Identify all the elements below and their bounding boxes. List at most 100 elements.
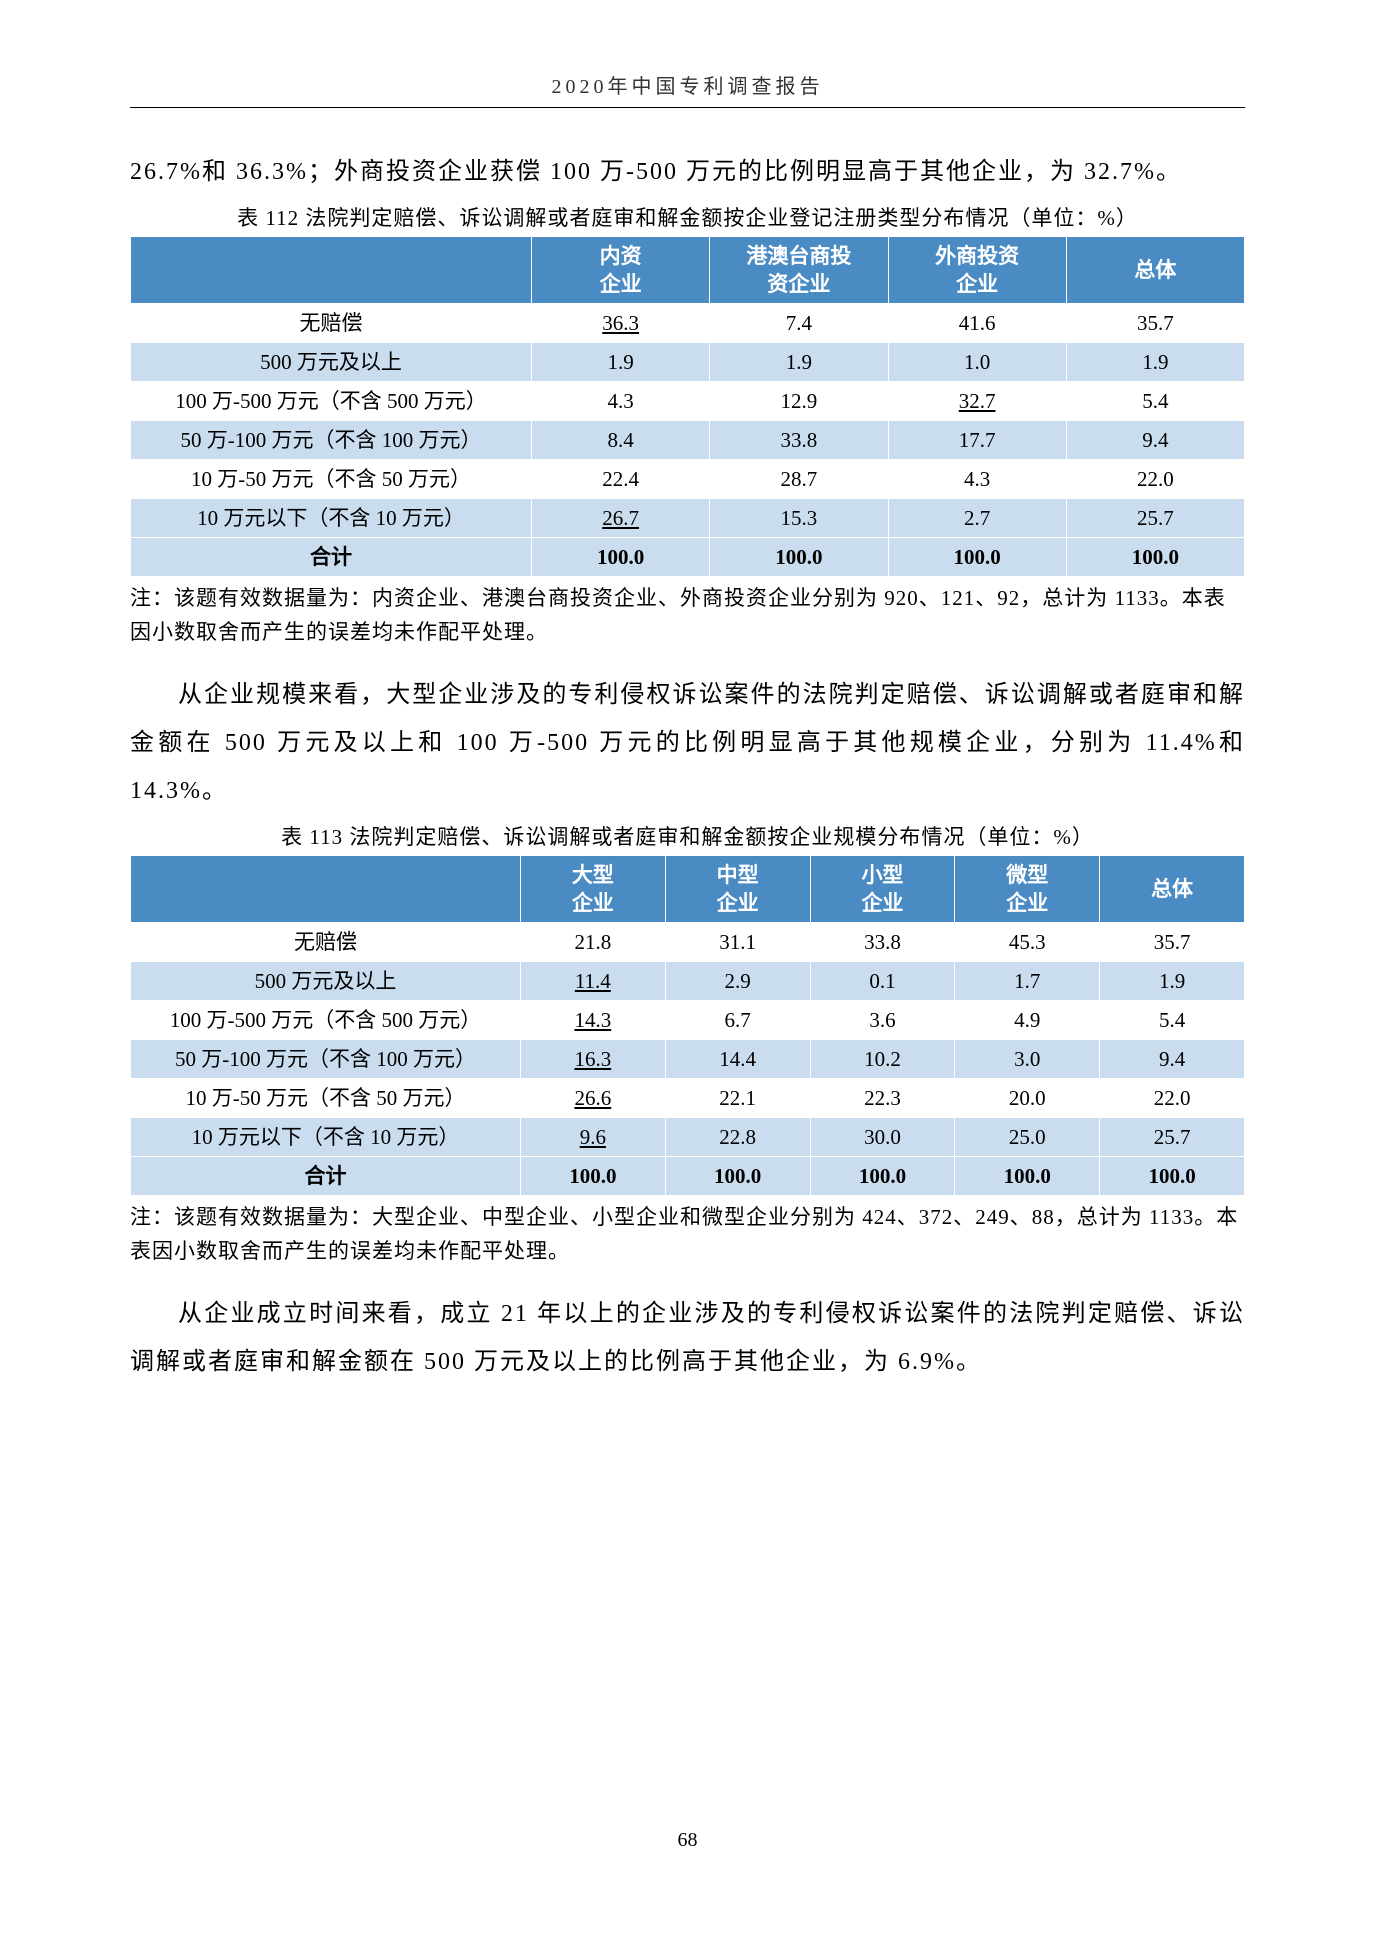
table-cell: 5.4 <box>1100 1001 1245 1040</box>
table-header-cell: 外商投资企业 <box>888 237 1066 304</box>
table-cell: 22.0 <box>1066 460 1244 499</box>
table-112-note: 注：该题有效数据量为：内资企业、港澳台商投资企业、外商投资企业分别为 920、1… <box>130 581 1245 649</box>
table-cell: 1.9 <box>532 343 710 382</box>
row-label: 500 万元及以上 <box>131 962 521 1001</box>
table-cell: 25.0 <box>955 1118 1100 1157</box>
row-label: 10 万-50 万元（不含 50 万元） <box>131 1079 521 1118</box>
row-label: 100 万-500 万元（不含 500 万元） <box>131 382 532 421</box>
page-number: 68 <box>0 1829 1375 1852</box>
row-label: 100 万-500 万元（不含 500 万元） <box>131 1001 521 1040</box>
paragraph-1: 26.7%和 36.3%；外商投资企业获偿 100 万-500 万元的比例明显高… <box>130 148 1245 196</box>
table-header-cell: 小型企业 <box>810 856 955 923</box>
table-cell: 3.6 <box>810 1001 955 1040</box>
table-cell: 100.0 <box>810 1157 955 1196</box>
row-label: 无赔偿 <box>131 304 532 343</box>
table-row: 无赔偿36.37.441.635.7 <box>131 304 1245 343</box>
table-total-row: 合计100.0100.0100.0100.0 <box>131 538 1245 577</box>
table-cell: 10.2 <box>810 1040 955 1079</box>
table-row: 50 万-100 万元（不含 100 万元）8.433.817.79.4 <box>131 421 1245 460</box>
row-label: 合计 <box>131 1157 521 1196</box>
table-cell: 17.7 <box>888 421 1066 460</box>
table-row: 10 万-50 万元（不含 50 万元）22.428.74.322.0 <box>131 460 1245 499</box>
table-cell: 15.3 <box>710 499 888 538</box>
table-cell: 21.8 <box>520 923 665 962</box>
table-cell: 35.7 <box>1100 923 1245 962</box>
table-113-caption: 表 113 法院判定赔偿、诉讼调解或者庭审和解金额按企业规模分布情况（单位：%） <box>130 821 1245 851</box>
table-cell: 2.9 <box>665 962 810 1001</box>
table-112: 内资企业港澳台商投资企业外商投资企业总体无赔偿36.37.441.635.750… <box>130 236 1245 577</box>
table-cell: 26.6 <box>520 1079 665 1118</box>
table-cell: 35.7 <box>1066 304 1244 343</box>
table-cell: 100.0 <box>1066 538 1244 577</box>
table-cell: 14.3 <box>520 1001 665 1040</box>
table-cell: 11.4 <box>520 962 665 1001</box>
table-113: 大型企业中型企业小型企业微型企业总体无赔偿21.831.133.845.335.… <box>130 855 1245 1196</box>
table-cell: 22.3 <box>810 1079 955 1118</box>
row-label: 合计 <box>131 538 532 577</box>
table-cell: 33.8 <box>710 421 888 460</box>
row-label: 50 万-100 万元（不含 100 万元） <box>131 421 532 460</box>
table-row: 50 万-100 万元（不含 100 万元）16.314.410.23.09.4 <box>131 1040 1245 1079</box>
table-113-note: 注：该题有效数据量为：大型企业、中型企业、小型企业和微型企业分别为 424、37… <box>130 1200 1245 1268</box>
table-cell: 9.4 <box>1100 1040 1245 1079</box>
table-112-caption: 表 112 法院判定赔偿、诉讼调解或者庭审和解金额按企业登记注册类型分布情况（单… <box>130 202 1245 232</box>
table-cell: 25.7 <box>1066 499 1244 538</box>
table-header-cell: 微型企业 <box>955 856 1100 923</box>
table-cell: 26.7 <box>532 499 710 538</box>
table-cell: 5.4 <box>1066 382 1244 421</box>
table-header-cell: 总体 <box>1066 237 1244 304</box>
running-header: 2020年中国专利调查报告 <box>130 70 1245 99</box>
table-row: 10 万元以下（不含 10 万元）26.715.32.725.7 <box>131 499 1245 538</box>
table-cell: 7.4 <box>710 304 888 343</box>
table-header-cell: 中型企业 <box>665 856 810 923</box>
table-cell: 100.0 <box>1100 1157 1245 1196</box>
table-cell: 3.0 <box>955 1040 1100 1079</box>
table-cell: 22.1 <box>665 1079 810 1118</box>
table-cell: 12.9 <box>710 382 888 421</box>
row-label: 500 万元及以上 <box>131 343 532 382</box>
table-cell: 28.7 <box>710 460 888 499</box>
table-cell: 1.9 <box>1066 343 1244 382</box>
table-row: 100 万-500 万元（不含 500 万元）4.312.932.75.4 <box>131 382 1245 421</box>
table-cell: 100.0 <box>520 1157 665 1196</box>
table-cell: 36.3 <box>532 304 710 343</box>
table-cell: 4.9 <box>955 1001 1100 1040</box>
table-cell: 31.1 <box>665 923 810 962</box>
table-cell: 41.6 <box>888 304 1066 343</box>
row-label: 10 万元以下（不含 10 万元） <box>131 1118 521 1157</box>
table-header-cell <box>131 237 532 304</box>
table-row: 10 万-50 万元（不含 50 万元）26.622.122.320.022.0 <box>131 1079 1245 1118</box>
table-cell: 4.3 <box>532 382 710 421</box>
table-cell: 4.3 <box>888 460 1066 499</box>
table-cell: 30.0 <box>810 1118 955 1157</box>
table-cell: 100.0 <box>710 538 888 577</box>
table-cell: 100.0 <box>665 1157 810 1196</box>
table-row: 500 万元及以上11.42.90.11.71.9 <box>131 962 1245 1001</box>
row-label: 10 万元以下（不含 10 万元） <box>131 499 532 538</box>
table-cell: 100.0 <box>955 1157 1100 1196</box>
table-row: 无赔偿21.831.133.845.335.7 <box>131 923 1245 962</box>
paragraph-2: 从企业规模来看，大型企业涉及的专利侵权诉讼案件的法院判定赔偿、诉讼调解或者庭审和… <box>130 671 1245 815</box>
table-header-cell: 港澳台商投资企业 <box>710 237 888 304</box>
table-cell: 9.4 <box>1066 421 1244 460</box>
table-row: 10 万元以下（不含 10 万元）9.622.830.025.025.7 <box>131 1118 1245 1157</box>
table-row: 500 万元及以上1.91.91.01.9 <box>131 343 1245 382</box>
table-cell: 20.0 <box>955 1079 1100 1118</box>
table-cell: 1.0 <box>888 343 1066 382</box>
table-cell: 1.9 <box>710 343 888 382</box>
row-label: 10 万-50 万元（不含 50 万元） <box>131 460 532 499</box>
table-header-cell: 总体 <box>1100 856 1245 923</box>
table-cell: 22.0 <box>1100 1079 1245 1118</box>
row-label: 50 万-100 万元（不含 100 万元） <box>131 1040 521 1079</box>
table-cell: 0.1 <box>810 962 955 1001</box>
table-cell: 22.8 <box>665 1118 810 1157</box>
paragraph-3: 从企业成立时间来看，成立 21 年以上的企业涉及的专利侵权诉讼案件的法院判定赔偿… <box>130 1290 1245 1386</box>
table-header-cell: 内资企业 <box>532 237 710 304</box>
table-cell: 25.7 <box>1100 1118 1245 1157</box>
table-cell: 1.9 <box>1100 962 1245 1001</box>
page: 2020年中国专利调查报告 26.7%和 36.3%；外商投资企业获偿 100 … <box>0 0 1375 1942</box>
table-header-cell: 大型企业 <box>520 856 665 923</box>
table-cell: 1.7 <box>955 962 1100 1001</box>
table-cell: 45.3 <box>955 923 1100 962</box>
table-cell: 14.4 <box>665 1040 810 1079</box>
